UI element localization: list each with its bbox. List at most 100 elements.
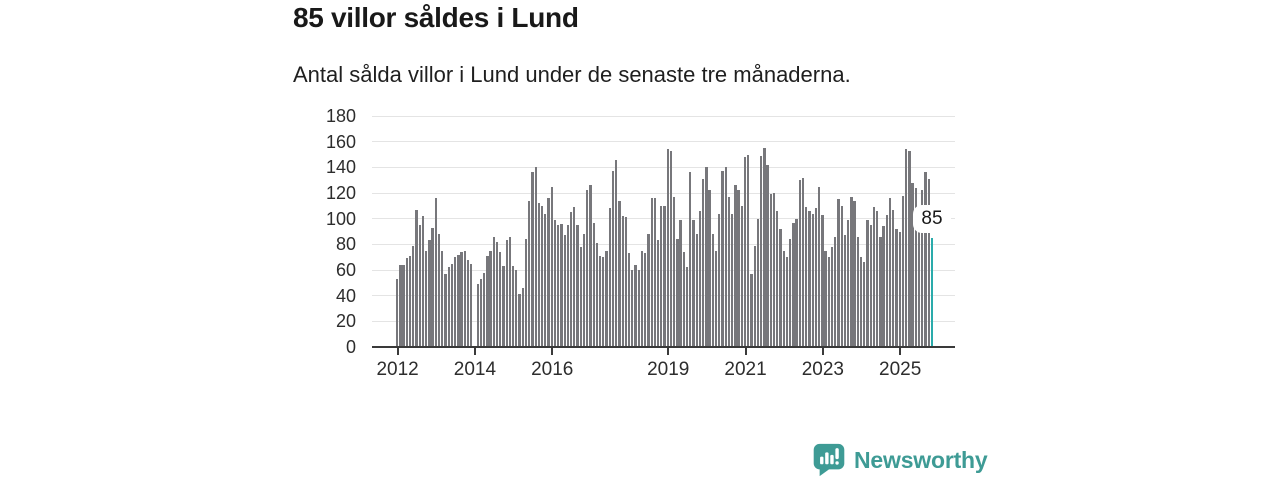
bar: [679, 219, 682, 347]
bar: [743, 157, 747, 347]
bar: [650, 198, 653, 347]
bar: [437, 234, 441, 347]
bar: [721, 171, 724, 347]
bar: [753, 245, 756, 347]
x-axis-line: [372, 346, 955, 348]
bar: [482, 272, 486, 347]
x-tick-label: 2025: [879, 359, 922, 380]
bar: [444, 273, 447, 347]
bar: [811, 213, 814, 347]
bar: [805, 207, 808, 347]
bar: [521, 287, 524, 347]
bar: [608, 208, 611, 347]
bar: [666, 149, 669, 347]
x-tick-mark: [821, 348, 824, 355]
bar: [595, 243, 599, 347]
bar: [708, 190, 711, 347]
bar: [689, 172, 692, 347]
bar: [685, 267, 689, 347]
bar: [495, 241, 499, 347]
bar-series: [396, 116, 934, 347]
bar: [528, 200, 531, 347]
x-tick-label: 2016: [531, 359, 574, 380]
bar: [772, 193, 776, 347]
bar: [914, 187, 917, 347]
bar: [615, 159, 618, 347]
bar: [927, 178, 930, 347]
bar: [824, 250, 827, 347]
bar: [911, 182, 914, 347]
highlighted-bar: [930, 237, 934, 347]
bar: [740, 205, 743, 347]
bar: [656, 240, 660, 347]
bar: [660, 205, 663, 347]
bar: [785, 257, 789, 347]
latest-value-callout: 85: [913, 205, 951, 233]
bar: [698, 210, 702, 347]
bar: [489, 250, 492, 347]
bar: [834, 236, 837, 347]
bar: [866, 219, 869, 347]
bar: [653, 198, 657, 347]
bar: [634, 264, 637, 347]
bar: [457, 254, 460, 347]
bar: [524, 239, 528, 347]
bar: [402, 264, 405, 347]
bar: [669, 150, 673, 347]
bar: [837, 199, 840, 347]
x-tick-mark: [744, 348, 747, 355]
y-tick-label: 40: [335, 285, 356, 306]
x-tick-label: 2023: [801, 359, 844, 380]
bar: [502, 266, 505, 347]
bar: [627, 253, 631, 347]
bar: [682, 252, 685, 347]
bar: [714, 250, 718, 347]
bar: [843, 235, 847, 347]
bar: [647, 234, 650, 347]
bar: [676, 239, 679, 347]
bar: [782, 250, 785, 347]
bar: [692, 219, 695, 347]
bar: [801, 177, 805, 347]
bar: [453, 257, 457, 347]
bar: [917, 228, 921, 347]
bar: [579, 246, 582, 347]
bar: [863, 262, 866, 347]
bar: [702, 178, 705, 347]
bar: [605, 250, 608, 347]
bar: [534, 167, 537, 347]
bar: [882, 226, 885, 347]
bar: [892, 209, 895, 347]
bar: [566, 225, 570, 347]
bar: [673, 196, 676, 347]
bar: [434, 198, 437, 347]
bar: [412, 245, 415, 347]
bar: [905, 149, 908, 347]
bar: [618, 200, 621, 347]
bar: [598, 255, 602, 347]
bar: [779, 228, 782, 347]
bar: [924, 172, 927, 347]
bar: [750, 273, 753, 347]
bar: [547, 198, 550, 347]
bar: [515, 270, 518, 347]
bar: [499, 252, 502, 347]
bar: [792, 222, 795, 347]
bar: [711, 234, 714, 347]
bar: [718, 213, 721, 347]
bar: [486, 255, 489, 347]
bar: [424, 250, 428, 347]
bar: [850, 196, 853, 347]
newsworthy-logo[interactable]: Newsworthy: [812, 442, 988, 478]
bar: [589, 185, 592, 347]
bar: [895, 228, 898, 347]
bar: [586, 190, 589, 347]
bar: [872, 207, 876, 347]
bar: [418, 225, 421, 347]
x-tick-mark: [551, 348, 554, 355]
y-tick-label: 140: [325, 157, 356, 178]
gridline: [372, 141, 955, 143]
bar: [463, 250, 466, 347]
bar: [766, 164, 769, 347]
